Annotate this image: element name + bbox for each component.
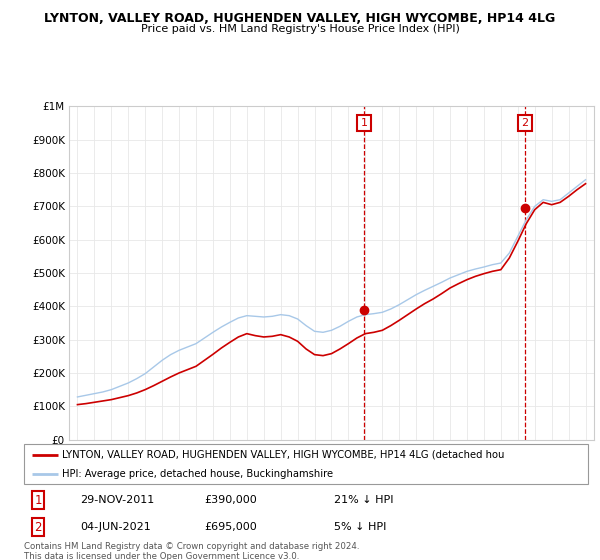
Text: 1: 1	[34, 493, 42, 507]
Text: 1: 1	[361, 118, 368, 128]
Text: 5% ↓ HPI: 5% ↓ HPI	[334, 522, 386, 533]
Text: LYNTON, VALLEY ROAD, HUGHENDEN VALLEY, HIGH WYCOMBE, HP14 4LG (detached hou: LYNTON, VALLEY ROAD, HUGHENDEN VALLEY, H…	[62, 450, 505, 460]
Text: £695,000: £695,000	[205, 522, 257, 533]
Text: 2: 2	[521, 118, 529, 128]
Text: Price paid vs. HM Land Registry's House Price Index (HPI): Price paid vs. HM Land Registry's House …	[140, 24, 460, 34]
Text: LYNTON, VALLEY ROAD, HUGHENDEN VALLEY, HIGH WYCOMBE, HP14 4LG: LYNTON, VALLEY ROAD, HUGHENDEN VALLEY, H…	[44, 12, 556, 25]
FancyBboxPatch shape	[24, 444, 588, 484]
Text: 21% ↓ HPI: 21% ↓ HPI	[334, 495, 394, 505]
Text: 2: 2	[34, 521, 42, 534]
Text: 04-JUN-2021: 04-JUN-2021	[80, 522, 151, 533]
Text: £390,000: £390,000	[205, 495, 257, 505]
Text: Contains HM Land Registry data © Crown copyright and database right 2024.
This d: Contains HM Land Registry data © Crown c…	[24, 542, 359, 560]
Text: HPI: Average price, detached house, Buckinghamshire: HPI: Average price, detached house, Buck…	[62, 469, 334, 478]
Text: 29-NOV-2011: 29-NOV-2011	[80, 495, 155, 505]
